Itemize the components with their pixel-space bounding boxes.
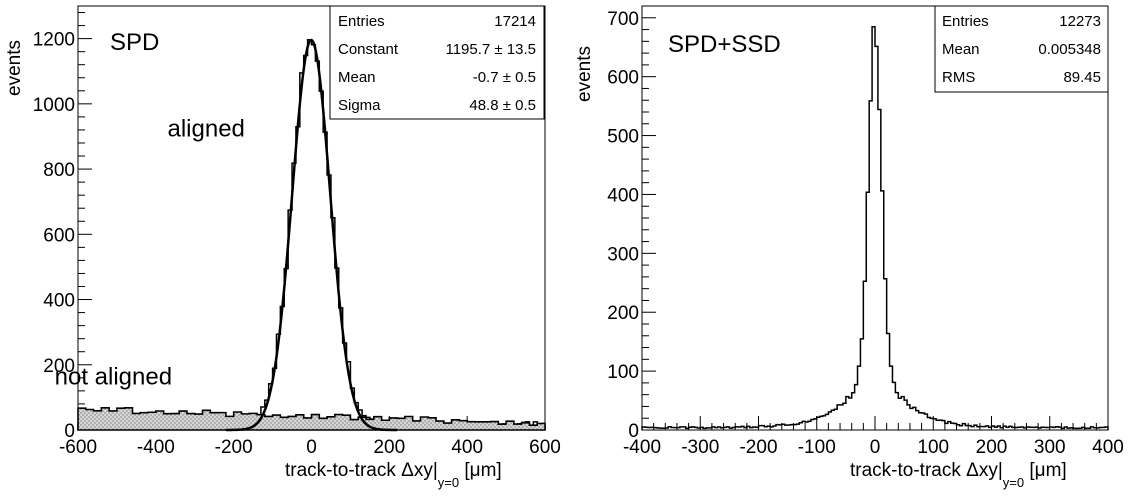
y-tick-label: 1000	[33, 95, 75, 116]
panel-spd: 0 200 400 600 800 1000 1200 -600 -400 -200 0 200 400…	[4, 5, 561, 490]
stats-value: -0.7 ± 0.5	[473, 69, 536, 86]
x-axis-label: track-to-track Δxy|y=0 [μm]	[850, 460, 1067, 490]
x-axis-label: track-to-track Δxy|y=0 [μm]	[285, 460, 502, 490]
panel-label: SPD	[110, 29, 159, 56]
x-tick-label: 0	[870, 437, 881, 458]
y-tick-label: 100	[607, 362, 639, 383]
x-tick-label: -100	[798, 437, 836, 458]
x-tick-label: 200	[976, 437, 1008, 458]
stats-name: Entries	[942, 13, 989, 30]
stats-value: 0.005348	[1038, 41, 1101, 58]
x-tick-label: 0	[306, 437, 317, 458]
stats-name: Mean	[338, 69, 376, 86]
x-tick-label: -400	[623, 437, 661, 458]
y-tick-label: 0	[628, 421, 639, 442]
fit-curve	[225, 38, 398, 432]
y-axis-label: events	[574, 46, 595, 102]
annotation: aligned	[168, 115, 245, 142]
x-tick-label: 400	[451, 437, 483, 458]
y-tick-label: 600	[43, 225, 75, 246]
x-tick-label: -200	[215, 437, 253, 458]
x-tick-label: -300	[681, 437, 719, 458]
panel-label: SPD+SSD	[668, 31, 781, 58]
series-main	[641, 25, 1109, 430]
y-tick-label: 0	[64, 421, 75, 442]
stats-name: Constant	[338, 41, 399, 58]
x-tick-label: 300	[1034, 437, 1066, 458]
y-tick-label: 500	[607, 127, 639, 148]
y-axis-label: events	[4, 40, 25, 96]
stats-value: 1195.7 ± 13.5	[445, 41, 536, 58]
x-tick-label: 200	[373, 437, 405, 458]
stats-value: 48.8 ± 0.5	[469, 97, 536, 114]
stats-box	[934, 5, 1109, 93]
y-tick-label: 1200	[33, 30, 75, 51]
stats-name: RMS	[942, 69, 975, 86]
y-tick-label: 600	[607, 68, 639, 89]
y-tick-label: 400	[607, 185, 639, 206]
stats-name: Sigma	[338, 97, 381, 114]
x-tick-label: -400	[137, 437, 175, 458]
series-not-aligned	[77, 406, 546, 431]
x-tick-label: -200	[739, 437, 777, 458]
y-tick-label: 200	[43, 356, 75, 377]
x-tick-label: 100	[917, 437, 949, 458]
y-tick-label: 200	[607, 303, 639, 324]
annotation: not aligned	[55, 363, 172, 390]
stats-value: 12273	[1059, 13, 1101, 30]
stats-value: 89.45	[1063, 69, 1101, 86]
x-tick-label: 400	[1092, 437, 1124, 458]
x-tick-label: 600	[529, 437, 561, 458]
y-tick-label: 700	[607, 9, 639, 30]
y-tick-label: 300	[607, 244, 639, 265]
y-tick-label: 400	[43, 291, 75, 312]
stats-box	[329, 5, 545, 120]
stats-name: Mean	[942, 41, 980, 58]
stats-name: Entries	[338, 13, 385, 30]
x-tick-label: -600	[59, 437, 97, 458]
y-tick-label: 800	[43, 160, 75, 181]
stats-value: 17214	[494, 13, 536, 30]
panel-spd-ssd: 0 100 200 300 400 500 600 700 -400 -300 -200 -100 0 1…	[574, 5, 1124, 490]
